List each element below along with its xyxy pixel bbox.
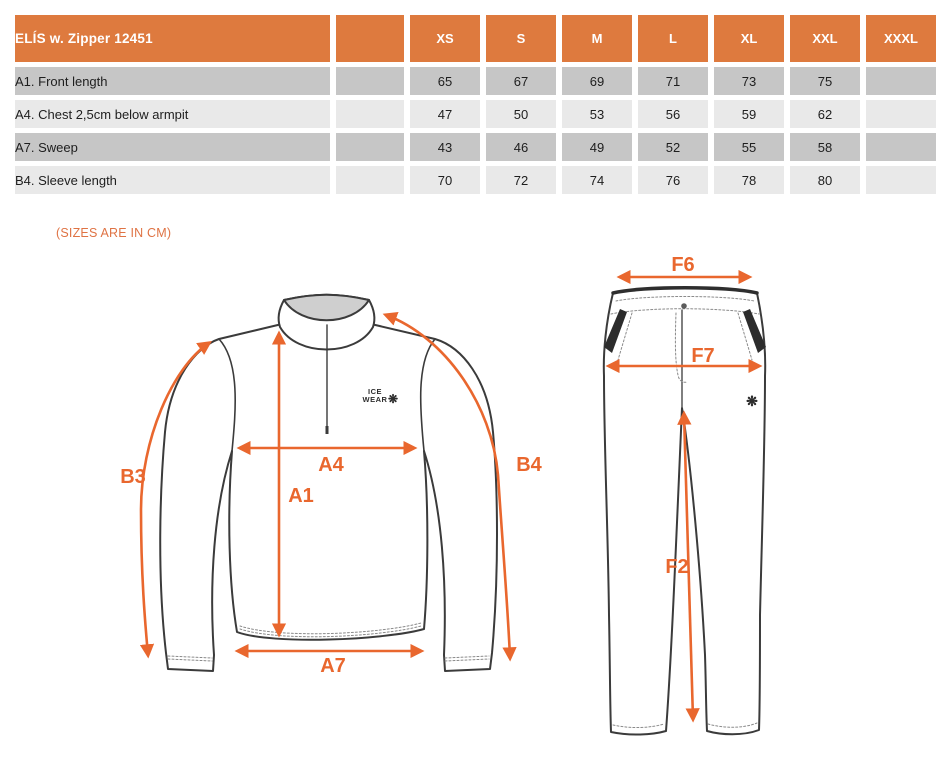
size-header-xl: XL <box>714 15 784 62</box>
label-a1: A1 <box>288 485 314 507</box>
value-cell: 78 <box>714 166 784 194</box>
value-cell: 80 <box>790 166 860 194</box>
pants-outline <box>602 286 767 736</box>
value-cell <box>866 133 936 161</box>
value-cell: 62 <box>790 100 860 128</box>
value-cell: 70 <box>410 166 480 194</box>
table-row-front-length: A1. Front length 65 67 69 71 73 75 <box>15 67 936 95</box>
size-header-xs: XS <box>410 15 480 62</box>
size-header-m: M <box>562 15 632 62</box>
value-cell: 53 <box>562 100 632 128</box>
waist-button <box>681 303 687 309</box>
sweater-body-outline <box>159 323 498 672</box>
value-cell: 74 <box>562 166 632 194</box>
value-cell: 75 <box>790 67 860 95</box>
table-row-sweep: A7. Sweep 43 46 49 52 55 58 <box>15 133 936 161</box>
value-cell: 69 <box>562 67 632 95</box>
pocket-right <box>743 309 766 353</box>
value-cell <box>866 166 936 194</box>
label-f6: F6 <box>671 254 694 276</box>
pocket-stitching-left <box>617 312 633 361</box>
table-row-sleeve-length: B4. Sleeve length 70 72 74 76 78 80 <box>15 166 936 194</box>
size-table: ELÍS w. Zipper 12451 XS S M L XL XXL XXX… <box>9 10 942 199</box>
arrow-f2 <box>677 410 700 723</box>
value-cell: 58 <box>790 133 860 161</box>
value-cell: 47 <box>410 100 480 128</box>
measurement-diagram: ICE WEAR ❋ B3 A4 A1 B4 A7 <box>120 254 767 736</box>
arrow-b4 <box>382 312 517 662</box>
value-cell: 71 <box>638 67 708 95</box>
size-table-header-row: ELÍS w. Zipper 12451 XS S M L XL XXL XXX… <box>15 15 936 62</box>
size-header-l: L <box>638 15 708 62</box>
spacer-cell <box>336 100 404 128</box>
logo-snowflake-icon: ❋ <box>388 392 398 406</box>
value-cell: 43 <box>410 133 480 161</box>
row-label: A4. Chest 2,5cm below armpit <box>15 100 330 128</box>
value-cell: 65 <box>410 67 480 95</box>
waistband-top <box>611 286 759 295</box>
label-a4: A4 <box>318 454 344 476</box>
size-guide-page: { "table": { "title": "ELÍS w. Zipper 12… <box>0 10 949 764</box>
size-header-xxl: XXL <box>790 15 860 62</box>
label-b4: B4 <box>516 454 542 476</box>
fly-stitching <box>674 312 688 383</box>
pants-drawing: ❋ <box>602 286 767 736</box>
raglan-seam-left <box>218 338 236 452</box>
value-cell: 76 <box>638 166 708 194</box>
zipper-pull <box>325 426 329 434</box>
value-cell: 52 <box>638 133 708 161</box>
pants-arrows <box>605 269 763 723</box>
value-cell: 72 <box>486 166 556 194</box>
value-cell <box>866 100 936 128</box>
row-label: B4. Sleeve length <box>15 166 330 194</box>
row-label: A7. Sweep <box>15 133 330 161</box>
spacer-cell <box>336 133 404 161</box>
leg-hem-stitching-right <box>707 722 758 728</box>
sizes-in-cm-note: (SIZES ARE IN CM) <box>56 226 172 240</box>
label-f2: F2 <box>665 556 688 578</box>
logo-text-ice: ICE <box>368 387 382 396</box>
label-a7: A7 <box>320 655 346 677</box>
table-row-chest: A4. Chest 2,5cm below armpit 47 50 53 56… <box>15 100 936 128</box>
spacer-cell <box>336 166 404 194</box>
value-cell: 56 <box>638 100 708 128</box>
pocket-stitching-right <box>737 312 753 361</box>
label-b3: B3 <box>120 466 146 488</box>
value-cell: 59 <box>714 100 784 128</box>
size-header-s: S <box>486 15 556 62</box>
value-cell: 73 <box>714 67 784 95</box>
logo-text-wear: WEAR <box>363 395 388 404</box>
sweater-arrows <box>139 312 517 662</box>
collar-opening <box>283 293 370 322</box>
pocket-left <box>604 309 627 353</box>
value-cell: 50 <box>486 100 556 128</box>
value-cell: 55 <box>714 133 784 161</box>
value-cell: 67 <box>486 67 556 95</box>
value-cell: 46 <box>486 133 556 161</box>
table-title: ELÍS w. Zipper 12451 <box>15 15 330 62</box>
leg-hem-stitching-left <box>612 723 665 728</box>
spacer-cell <box>336 67 404 95</box>
size-header-xxxl: XXXL <box>866 15 936 62</box>
pants-snowflake-icon: ❋ <box>746 393 758 409</box>
value-cell <box>866 67 936 95</box>
label-f7: F7 <box>691 345 714 367</box>
spacer-header-cell <box>336 15 404 62</box>
sweater-drawing: ICE WEAR ❋ <box>159 293 498 672</box>
row-label: A1. Front length <box>15 67 330 95</box>
waistband-stitching <box>615 296 755 302</box>
value-cell: 49 <box>562 133 632 161</box>
arrow-b3 <box>139 340 212 659</box>
